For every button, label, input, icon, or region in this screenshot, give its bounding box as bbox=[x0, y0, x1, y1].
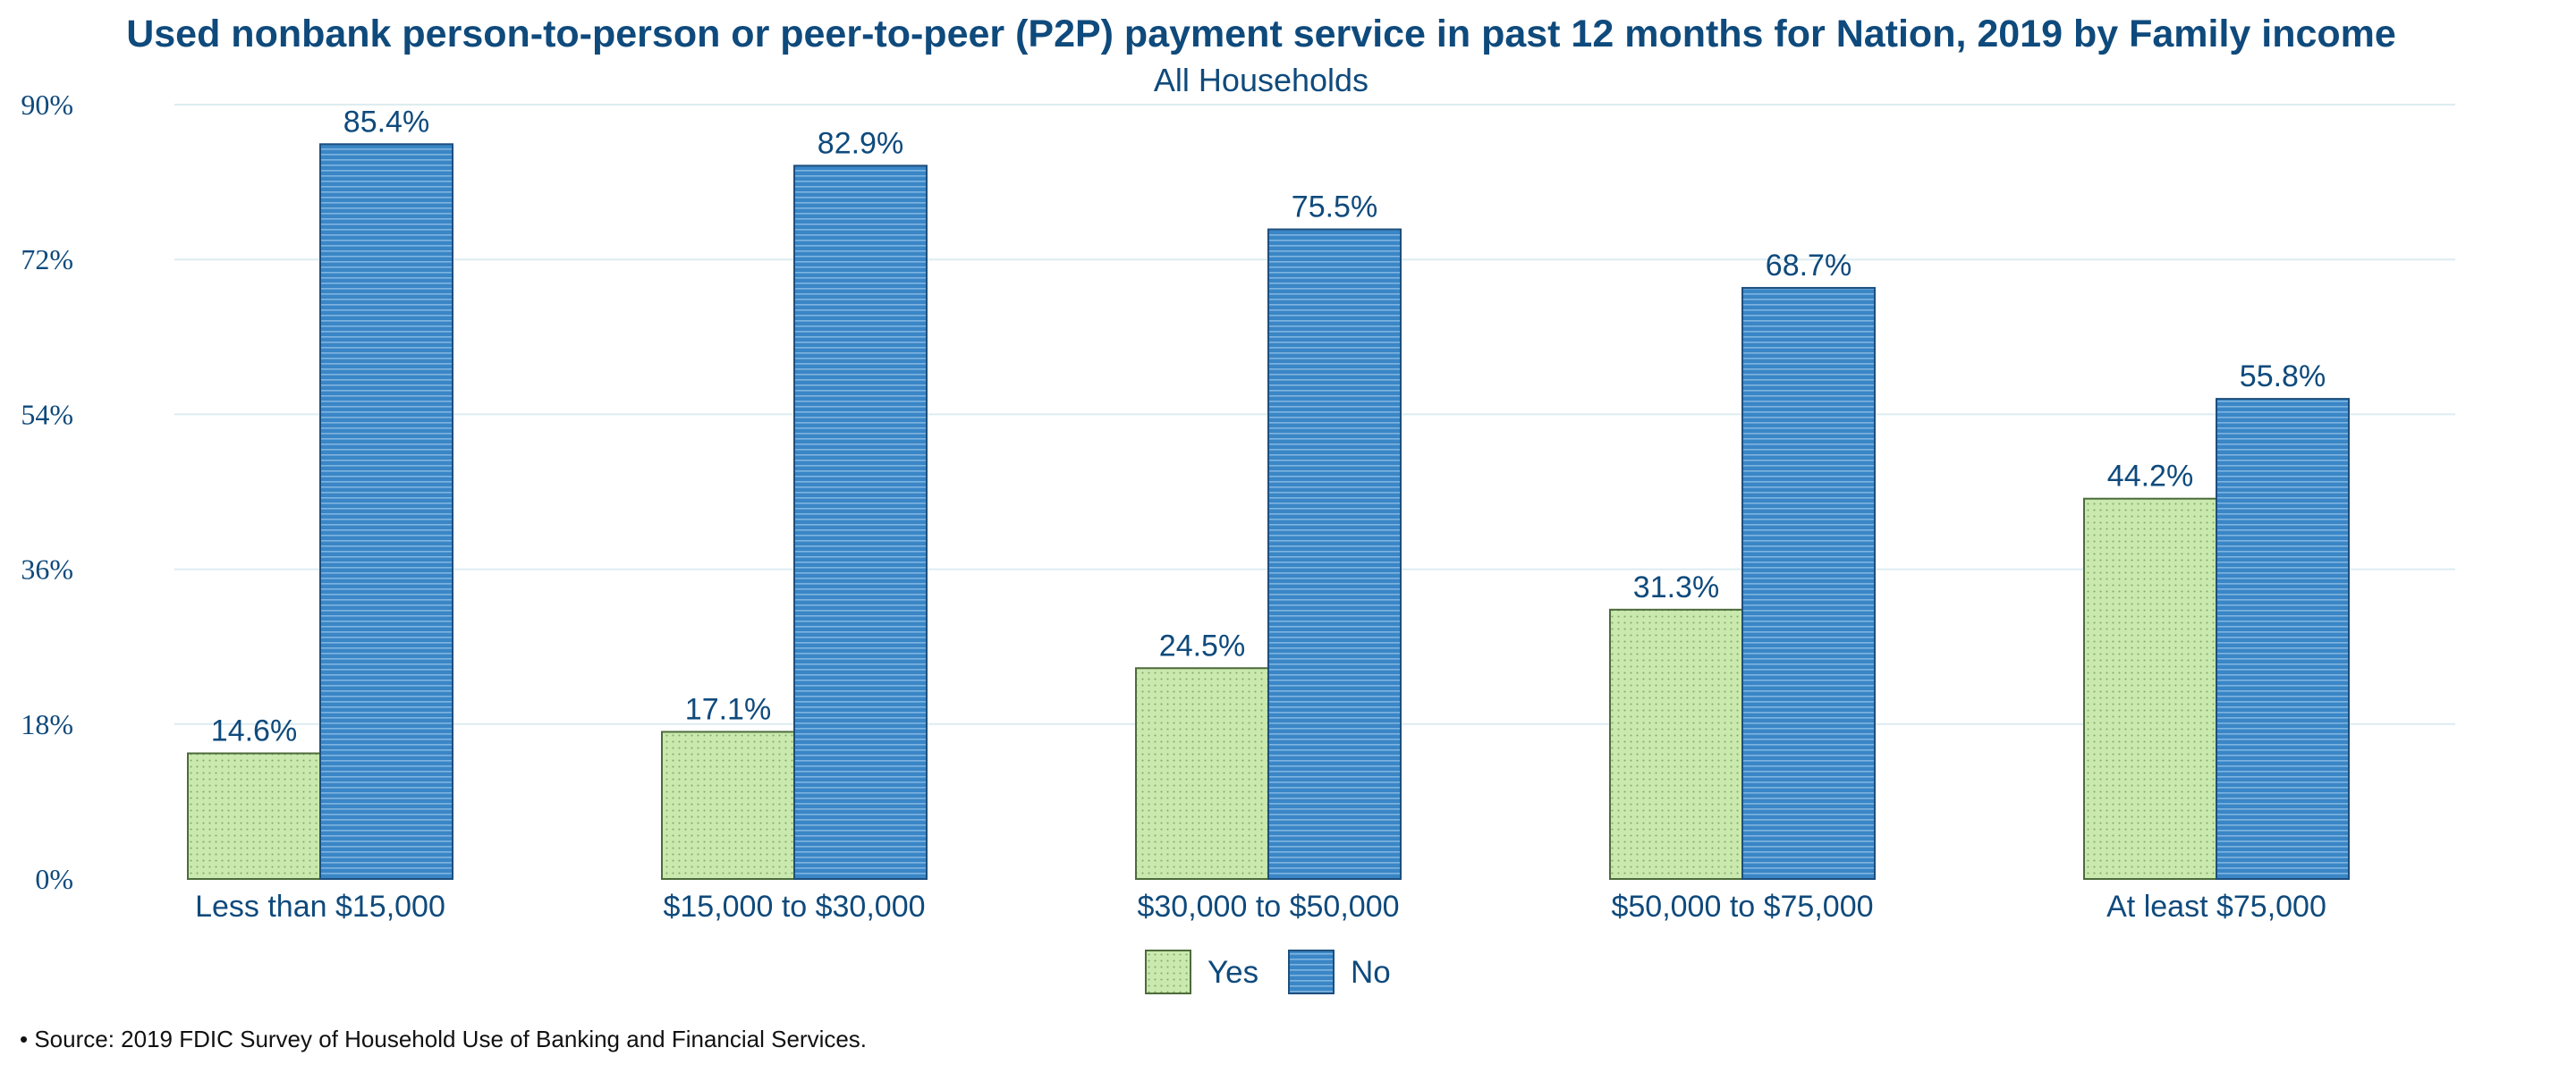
x-tick-label: $50,000 to $75,000 bbox=[1611, 890, 1873, 924]
source-note: • Source: 2019 FDIC Survey of Household … bbox=[20, 1026, 867, 1052]
legend-label-no: No bbox=[1351, 955, 1391, 990]
x-tick-label: Less than $15,000 bbox=[195, 890, 445, 924]
bar-yes-2 bbox=[661, 731, 795, 881]
bar-yes-4 bbox=[1609, 608, 1743, 881]
chart-title: Used nonbank person-to-person or peer-to… bbox=[126, 13, 2396, 55]
bar-yes-1 bbox=[187, 752, 321, 881]
legend-swatch-yes bbox=[1145, 950, 1191, 994]
legend-label-yes: Yes bbox=[1208, 955, 1258, 990]
y-tick-label: 72% bbox=[21, 243, 73, 275]
value-label-yes-1: 14.6% bbox=[211, 714, 297, 748]
y-tick-label: 90% bbox=[21, 89, 73, 121]
x-tick-label: $30,000 to $50,000 bbox=[1137, 890, 1399, 924]
bar-no-4 bbox=[1741, 286, 1876, 881]
y-tick-label: 0% bbox=[35, 863, 73, 895]
value-label-yes-2: 17.1% bbox=[685, 692, 771, 726]
legend-swatch-no bbox=[1288, 950, 1335, 994]
value-labels: 14.6% 17.1% 24.5% 31.3% 44.2% 85.4% 82.9% 75.5%… bbox=[211, 105, 2326, 748]
bars bbox=[187, 143, 2350, 881]
bar-yes-3 bbox=[1135, 667, 1269, 880]
value-label-no-1: 85.4% bbox=[343, 105, 429, 139]
value-label-no-3: 75.5% bbox=[1292, 190, 1377, 224]
value-label-yes-5: 44.2% bbox=[2107, 460, 2193, 494]
bar-no-5 bbox=[2216, 398, 2350, 880]
value-label-no-4: 68.7% bbox=[1766, 249, 1852, 283]
bar-yes-5 bbox=[2083, 497, 2217, 880]
x-axis: Less than $15,000 $15,000 to $30,000 $30,0… bbox=[195, 890, 2326, 924]
x-tick-label: $15,000 to $30,000 bbox=[663, 890, 925, 924]
bar-no-3 bbox=[1267, 228, 1402, 880]
value-label-no-2: 82.9% bbox=[818, 126, 903, 160]
value-label-no-5: 55.8% bbox=[2240, 359, 2326, 393]
value-label-yes-3: 24.5% bbox=[1159, 629, 1245, 663]
y-tick-label: 54% bbox=[21, 398, 73, 430]
bar-no-2 bbox=[793, 165, 928, 881]
bar-no-1 bbox=[319, 143, 453, 881]
x-tick-label: At least $75,000 bbox=[2106, 890, 2326, 924]
legend: Yes No bbox=[1145, 950, 1391, 994]
value-label-yes-4: 31.3% bbox=[1633, 570, 1719, 604]
y-tick-label: 18% bbox=[21, 708, 73, 740]
y-axis: 0% 18% 36% 54% 72% 90% bbox=[21, 89, 73, 895]
y-tick-label: 36% bbox=[21, 553, 73, 586]
chart-subtitle: All Households bbox=[1154, 62, 1368, 98]
